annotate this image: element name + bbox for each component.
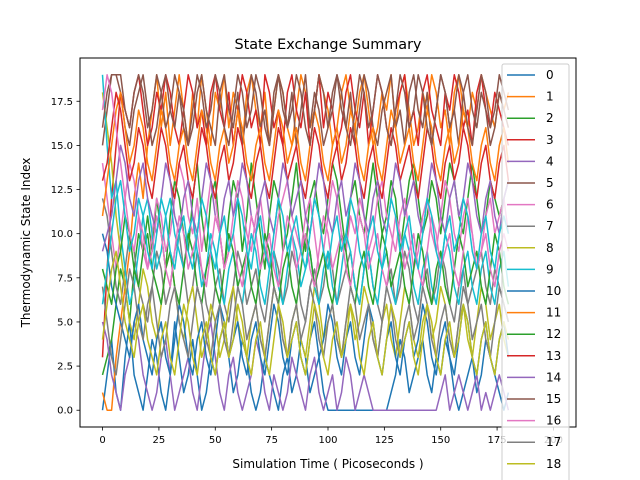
legend-label-10: 10 xyxy=(546,284,561,298)
legend-label-17: 17 xyxy=(546,435,561,449)
series-line-11 xyxy=(101,91,510,217)
x-tick-label: 75 xyxy=(265,435,278,446)
legend-label-8: 8 xyxy=(546,241,554,255)
x-tick-label: 175 xyxy=(488,435,507,446)
plot-lines xyxy=(101,74,510,411)
legend-label-6: 6 xyxy=(546,198,554,212)
legend-label-14: 14 xyxy=(546,370,561,384)
x-tick-label: 125 xyxy=(375,435,394,446)
legend-label-2: 2 xyxy=(546,111,554,125)
series-line-14 xyxy=(101,144,510,252)
y-tick-label: 0.0 xyxy=(57,406,73,417)
y-tick-label: 12.5 xyxy=(51,185,73,196)
x-tick-label: 50 xyxy=(209,435,222,446)
y-tick-label: 2.5 xyxy=(57,362,73,373)
series-line-17 xyxy=(101,268,510,376)
y-tick-label: 10.0 xyxy=(51,229,73,240)
legend-label-9: 9 xyxy=(546,262,554,276)
y-tick-label: 15.0 xyxy=(51,141,73,152)
series-line-3 xyxy=(101,74,510,358)
legend-label-1: 1 xyxy=(546,90,554,104)
y-tick-label: 7.5 xyxy=(57,273,73,284)
series-line-2 xyxy=(101,162,510,376)
y-axis: 0.0 2.5 5.0 7.5 10.0 12.5 15.0 17.5 xyxy=(51,97,80,417)
legend-box xyxy=(501,63,570,480)
legend-label-5: 5 xyxy=(546,176,554,190)
legend-label-19: 19 xyxy=(546,478,561,480)
series-line-15 xyxy=(101,74,510,147)
legend-label-7: 7 xyxy=(546,219,554,233)
y-axis-label: Thermodynamic State Index xyxy=(19,158,33,329)
legend-label-4: 4 xyxy=(546,154,554,168)
legend-label-13: 13 xyxy=(546,349,561,363)
legend-label-11: 11 xyxy=(546,306,561,320)
legend-label-16: 16 xyxy=(546,414,561,428)
x-tick-label: 150 xyxy=(431,435,450,446)
x-tick-label: 0 xyxy=(99,435,105,446)
legend-label-3: 3 xyxy=(546,133,554,147)
legend-label-15: 15 xyxy=(546,392,561,406)
series-line-19 xyxy=(101,179,510,305)
y-tick-label: 5.0 xyxy=(57,317,73,328)
x-axis-label: Simulation Time ( Picoseconds ) xyxy=(232,457,423,471)
x-tick-label: 25 xyxy=(153,435,166,446)
legend: 012345678910111213141516171819 xyxy=(501,63,570,480)
legend-label-12: 12 xyxy=(546,327,561,341)
x-tick-label: 100 xyxy=(318,435,337,446)
legend-label-0: 0 xyxy=(546,68,554,82)
y-tick-label: 17.5 xyxy=(51,97,73,108)
series-line-18 xyxy=(101,250,510,376)
chart-title: State Exchange Summary xyxy=(234,37,422,53)
legend-label-18: 18 xyxy=(546,457,561,471)
